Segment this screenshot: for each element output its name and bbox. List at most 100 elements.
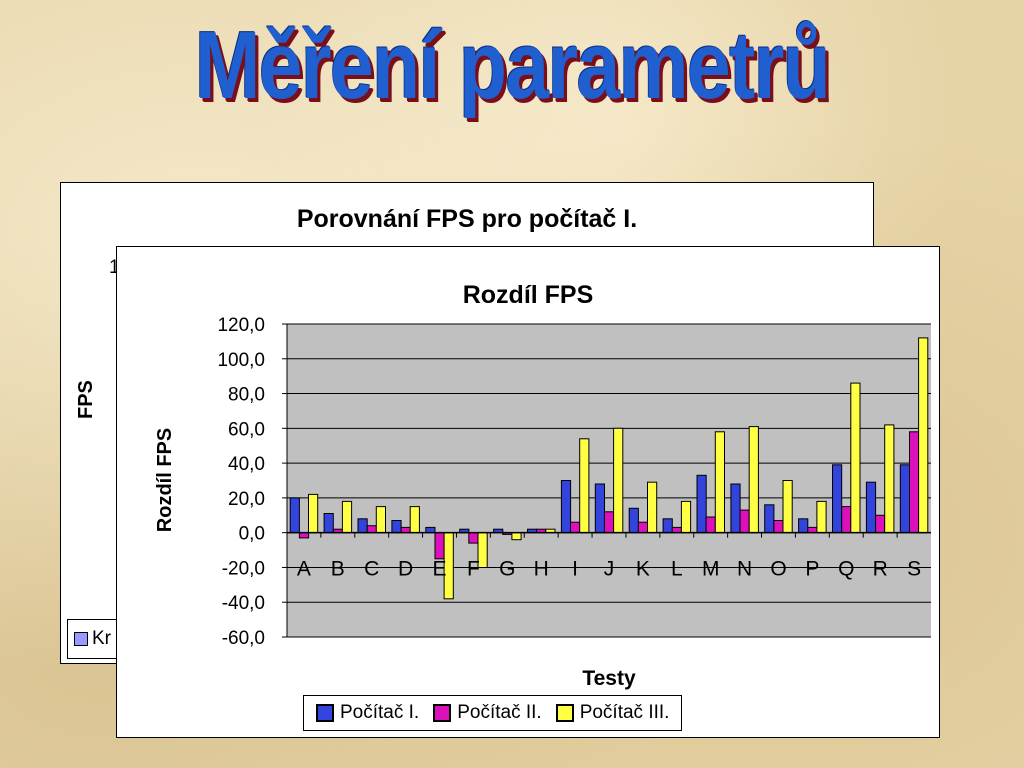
x-tick-label: R — [873, 558, 888, 581]
back-chart-y-axis-label: FPS — [75, 380, 97, 419]
y-tick-label: 80,0 — [228, 385, 265, 406]
legend-label: Počítač I. — [340, 702, 420, 723]
y-tick-label: -40,0 — [222, 593, 265, 614]
bar — [298, 532, 310, 539]
bar — [816, 500, 827, 534]
x-tick-label: P — [805, 558, 819, 581]
x-tick-label: A — [297, 558, 311, 581]
x-tick-label: O — [770, 558, 786, 581]
bar — [850, 382, 861, 534]
bar — [391, 520, 402, 534]
legend-item: Počítač II. — [433, 702, 542, 724]
bar — [647, 481, 658, 534]
legend-swatch-pc3 — [555, 704, 574, 722]
y-tick-label: 20,0 — [228, 489, 265, 510]
y-axis-label: Rozdíl FPS — [154, 428, 176, 532]
legend-item: Počítač I. — [316, 702, 419, 724]
y-tick-label: -20,0 — [222, 558, 265, 579]
bar — [308, 493, 319, 534]
x-tick-label: D — [398, 558, 413, 581]
bar — [468, 532, 479, 544]
bar — [628, 507, 639, 534]
x-tick-label: H — [534, 558, 549, 581]
x-tick-label: C — [364, 558, 379, 581]
bar — [909, 431, 920, 534]
bar — [603, 511, 615, 534]
bar — [409, 506, 420, 534]
bar — [884, 424, 895, 534]
bar — [613, 427, 624, 534]
x-tick-label: E — [432, 558, 446, 581]
bar — [841, 506, 852, 534]
bar — [375, 506, 386, 534]
legend-swatch-pc2 — [433, 704, 452, 722]
bar — [366, 525, 377, 534]
bar — [739, 509, 750, 534]
x-tick-label: G — [499, 558, 515, 581]
legend-label: Počítač III. — [579, 702, 670, 723]
x-tick-label: L — [671, 558, 683, 581]
x-axis-label: Testy — [582, 667, 636, 690]
bar — [798, 518, 809, 534]
bar — [832, 464, 843, 534]
back-legend-label: Kr — [92, 628, 111, 649]
x-tick-label: M — [702, 558, 720, 581]
y-tick-label: -60,0 — [222, 628, 265, 649]
x-tick-label: B — [331, 558, 345, 581]
y-axis-ticks: 120,0 100,0 80,0 60,0 40,0 20,0 0,0 -20,0 -40,0 -… — [217, 315, 288, 649]
bar — [705, 516, 716, 534]
chart-title: Rozdíl FPS — [463, 281, 594, 309]
bar — [764, 504, 775, 534]
bar — [570, 521, 581, 534]
bar — [748, 426, 759, 534]
bars — [289, 337, 929, 600]
legend-label: Počítač II. — [457, 702, 542, 723]
bar — [289, 497, 300, 534]
bar — [511, 532, 522, 541]
bar — [714, 431, 725, 534]
bar — [434, 532, 445, 560]
bar — [899, 464, 910, 534]
y-tick-label: 100,0 — [217, 350, 265, 371]
bar — [579, 438, 590, 534]
x-tick-label: F — [467, 558, 480, 581]
bar — [696, 474, 707, 534]
bar — [807, 526, 818, 534]
bar — [594, 483, 605, 534]
bar — [560, 480, 572, 534]
legend-swatch-pc1 — [316, 704, 334, 722]
bar — [425, 526, 436, 534]
x-tick-label: Q — [838, 558, 854, 581]
bar — [357, 518, 368, 534]
bar — [865, 481, 877, 534]
x-tick-label: J — [604, 558, 615, 581]
bar — [671, 526, 682, 534]
y-tick-label: 40,0 — [228, 454, 265, 475]
bar — [400, 526, 411, 534]
slide-title: Měření parametrů — [194, 12, 831, 119]
bar — [637, 521, 648, 534]
x-tick-label: S — [907, 558, 921, 581]
y-tick-label: 0,0 — [239, 524, 265, 545]
bar — [680, 500, 692, 534]
bar — [773, 520, 784, 534]
x-tick-label: I — [572, 558, 578, 581]
bar — [730, 483, 741, 534]
legend: Počítač I. Počítač II. Počítač III. — [303, 695, 683, 731]
bar — [782, 480, 793, 534]
rozdil-fps-chart: Rozdíl FPS 120,0 100,0 80,0 60,0 40,0 20,0 0,0… — [154, 281, 931, 690]
back-legend-swatch — [74, 631, 88, 646]
plot-area — [287, 324, 931, 637]
y-tick-label: 120,0 — [217, 315, 265, 336]
legend-item: Počítač III. — [555, 702, 670, 724]
bar — [918, 337, 929, 534]
bar — [323, 513, 334, 534]
bar — [341, 500, 353, 534]
bar — [875, 514, 886, 534]
back-chart-tick-label: 1 — [109, 257, 120, 278]
bar — [662, 518, 673, 534]
front-chart-panel: Rozdíl FPS 120,0 100,0 80,0 60,0 40,0 20,0 0,0… — [116, 246, 940, 738]
x-tick-label: N — [737, 558, 752, 581]
y-tick-label: 60,0 — [228, 419, 265, 440]
